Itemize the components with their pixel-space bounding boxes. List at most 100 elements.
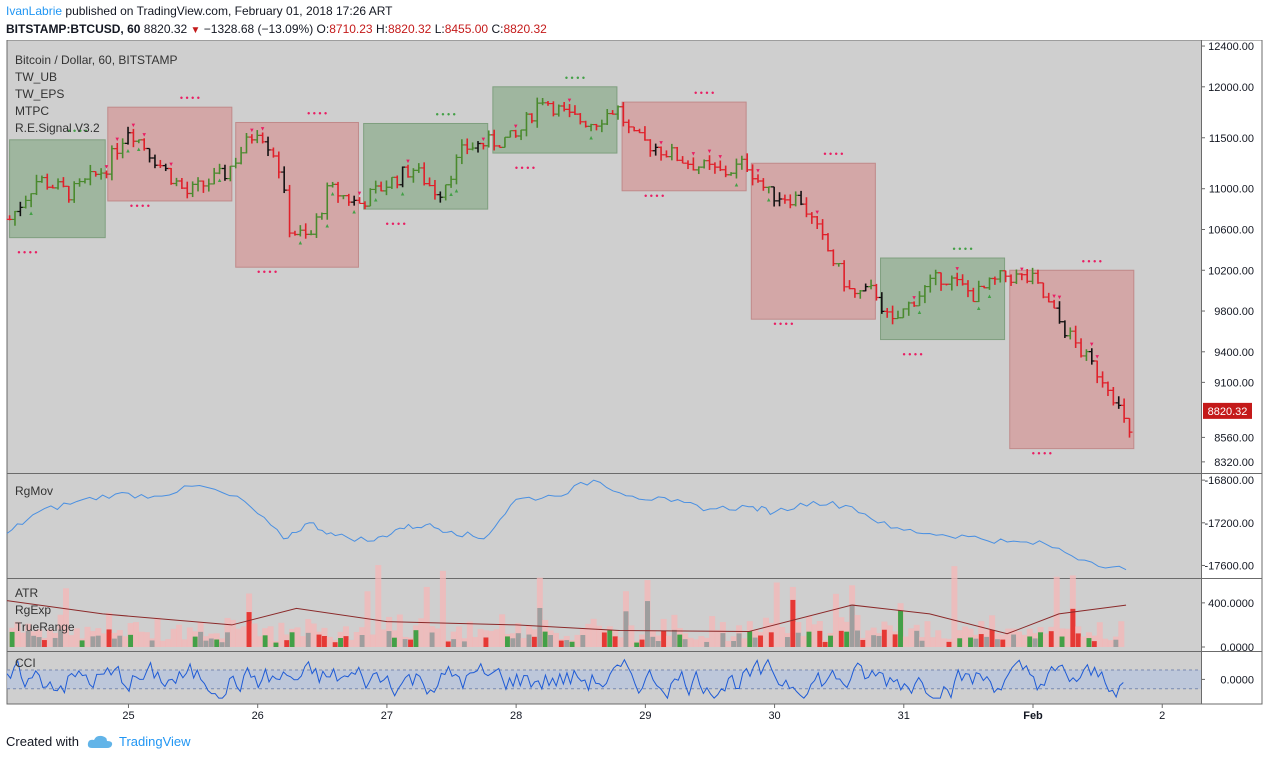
pivot-marker-icon: • • • • (694, 88, 714, 98)
truerange-bar (978, 634, 984, 647)
tradingview-link[interactable]: TradingView (118, 734, 191, 749)
author-link[interactable]: IvanLabrie (6, 4, 63, 18)
x-tick-label: 31 (898, 710, 910, 722)
truerange-bar (1038, 632, 1044, 647)
truerange-bar (1070, 608, 1076, 647)
signal-up-icon: ▲ (28, 211, 34, 217)
rgexp-area (1021, 634, 1028, 647)
rgmov-label: RgMov (15, 484, 53, 498)
rgexp-area (574, 634, 581, 647)
pivot-marker-icon: • • • • (386, 219, 406, 229)
truerange-bar (305, 632, 311, 647)
indicator-label: R.E.Signal V3.2 (15, 121, 100, 135)
last-price-badge (1203, 402, 1252, 419)
rgexp-area (488, 630, 495, 647)
truerange-bar (871, 635, 877, 647)
indicator-label: TW_EPS (15, 87, 64, 101)
rgexp-area (477, 628, 484, 647)
rgexp-area (962, 626, 969, 647)
y-tick-label: 11500.00 (1209, 133, 1254, 145)
pivot-marker-icon: • • • • (644, 191, 664, 201)
rgexp-area (714, 629, 721, 647)
rgexp-area (1016, 631, 1023, 647)
pivot-marker-icon: • • • • (515, 163, 535, 173)
truerange-bar (332, 642, 338, 647)
cci-band (7, 670, 1201, 689)
signal-down-icon: ▼ (658, 140, 664, 146)
y-tick-label: 10200.00 (1208, 265, 1254, 277)
truerange-bar (645, 601, 651, 647)
truerange-bar (973, 638, 979, 647)
truerange-bar (984, 636, 990, 647)
low-value: 8455.00 (444, 22, 489, 36)
truerange-bar (9, 631, 15, 647)
truerange-bar (989, 629, 995, 647)
rgexp-area (100, 633, 107, 647)
truerange-bar (505, 636, 511, 647)
symbol-bar: BITSTAMP:BTCUSD, 60 8820.32 ▼ −1328.68 (… (6, 22, 547, 36)
rgexp-area (811, 624, 818, 647)
rgexp-area (439, 570, 446, 647)
truerange-bar (790, 599, 796, 647)
truerange-bar (607, 630, 613, 647)
rgexp-area (940, 638, 947, 647)
rgexp-area (687, 637, 694, 647)
rgexp-area (154, 617, 161, 647)
rgexp-area (585, 623, 592, 647)
rgmov-line (6, 479, 1127, 571)
truerange-bar (1113, 639, 1119, 647)
truerange-bar (1048, 631, 1054, 647)
rgexp-area (590, 618, 597, 647)
rgexp-area (353, 632, 360, 647)
truerange-bar (429, 632, 435, 647)
symbol-name: BITSTAMP:BTCUSD, 60 (6, 22, 141, 36)
truerange-bar (623, 611, 629, 647)
truerange-bar (817, 630, 823, 647)
signal-up-icon: ▲ (217, 178, 223, 184)
truerange-bar (515, 633, 521, 647)
rgexp-area (902, 636, 909, 647)
rgexp-area (133, 622, 140, 647)
candle-tick (884, 310, 891, 313)
truerange-bar (208, 638, 214, 647)
rgexp-area (348, 639, 355, 647)
rgexp-area (779, 627, 786, 647)
close-label: C: (491, 22, 504, 36)
y-tick-label: 11000.00 (1209, 184, 1254, 196)
rgexp-area (380, 629, 387, 647)
truerange-bar (639, 639, 645, 647)
truerange-bar (316, 634, 322, 647)
rgexp-area (176, 624, 183, 647)
high-value: 8820.32 (387, 22, 432, 36)
signal-up-icon: ▲ (766, 197, 772, 203)
signal-down-icon: ▼ (114, 137, 120, 143)
signal-up-icon: ▲ (373, 197, 379, 203)
truerange-bar (262, 635, 268, 647)
truerange-bar (343, 636, 349, 647)
y-tick-label: 9800.00 (1214, 306, 1254, 318)
signal-up-icon: ▲ (976, 306, 982, 312)
truerange-bar (720, 633, 726, 647)
rgexp-area (1053, 576, 1060, 647)
rgexp-area (14, 621, 21, 647)
candle-tick (1018, 273, 1025, 276)
truerange-bar (246, 612, 252, 647)
truerange-bar (671, 629, 677, 647)
y-tick-label: 12400.00 (1208, 41, 1254, 53)
truerange-bar (451, 639, 457, 647)
signal-up-icon: ▲ (588, 135, 594, 141)
rgexp-area (1042, 633, 1049, 647)
publish-info: IvanLabrie published on TradingView.com,… (6, 4, 393, 18)
truerange-bar (968, 637, 974, 647)
y-tick-label: 400.0000 (1208, 598, 1254, 610)
x-tick-label: 30 (768, 710, 780, 722)
rgexp-area (762, 617, 769, 647)
pivot-marker-icon: • • • • (823, 149, 843, 159)
pivot-marker-icon: • • • • (307, 108, 327, 118)
truerange-bar (580, 635, 586, 647)
truerange-bar (768, 632, 774, 647)
chart-canvas[interactable]: ▲▼▼▲▼▲▼▼▲▼ ▼▲▲▲▲▼▲▲▼▲▲▼▼▼▲▼▼ ▼▼▲▼▲▼▼▲▼▲▲▼▼… (0, 40, 1270, 730)
truerange-bar (25, 630, 31, 647)
rgexp-area (832, 593, 839, 647)
truerange-bar (526, 634, 532, 647)
